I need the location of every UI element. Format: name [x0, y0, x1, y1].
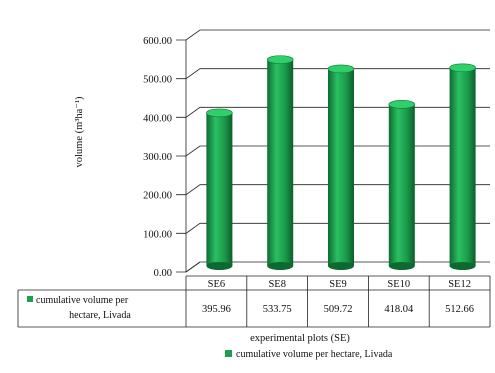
data-value-label: 512.66 — [445, 304, 474, 315]
y-tick-label: 600.00 — [143, 36, 172, 47]
bar-top — [388, 100, 416, 109]
bar — [449, 63, 476, 270]
bar-base — [388, 262, 415, 270]
bar — [327, 64, 355, 270]
table-series-label: hectare, Livada — [69, 310, 131, 321]
gridlines — [176, 29, 490, 273]
x-axis-label: experimental plots (SE) — [250, 333, 350, 344]
legend: cumulative volume per hectare, Livada — [225, 349, 393, 360]
data-value-label: 533.75 — [263, 304, 292, 315]
bar-body — [388, 104, 415, 266]
table-series-swatch — [27, 296, 33, 302]
bar — [266, 55, 294, 270]
bar-body — [328, 68, 354, 266]
data-value-label: 509.72 — [324, 304, 353, 315]
y-tick-label: 400.00 — [143, 113, 172, 124]
data-table: SE6 395.96 SE8 533.75 SE9 509.72 SE10 418.04 SE1… — [17, 275, 491, 328]
data-value-label: 395.96 — [202, 304, 231, 315]
bar-top — [206, 108, 233, 118]
y-tick-label: 0.00 — [154, 268, 172, 279]
category-label: SE9 — [329, 279, 347, 290]
legend-label: cumulative volume per hectare, Livada — [236, 349, 393, 360]
y-axis-ticks: 0.00 100.00 200.00 300.00 400.00 500.00 600.00 — [143, 36, 172, 279]
bar-base — [328, 262, 354, 270]
category-label: SE6 — [208, 279, 226, 290]
y-tick-label: 100.00 — [143, 229, 172, 240]
y-tick-label: 300.00 — [143, 152, 172, 163]
bar — [206, 108, 233, 270]
bar-top — [327, 64, 355, 74]
legend-swatch — [225, 350, 232, 357]
data-value-label: 418.04 — [384, 304, 414, 315]
category-label: SE8 — [268, 279, 286, 290]
table-series-label: cumulative volume per — [36, 295, 129, 306]
y-axis-label: volume (m³ha⁻¹) — [74, 96, 85, 168]
bars — [206, 55, 476, 270]
category-label: SE12 — [448, 279, 471, 290]
bar-body — [449, 67, 476, 266]
bar-base — [267, 262, 294, 270]
y-tick-label: 200.00 — [143, 191, 172, 202]
bar-top — [449, 63, 476, 73]
bar-body — [206, 112, 233, 266]
bar-body — [267, 59, 294, 266]
axis-floor-edge — [185, 261, 201, 273]
bar-top — [266, 55, 294, 64]
y-tick-label: 500.00 — [143, 75, 172, 86]
bar-base — [206, 262, 233, 270]
bar-base — [449, 262, 476, 270]
category-label: SE10 — [387, 279, 410, 290]
gridline — [176, 29, 490, 41]
bar — [388, 100, 416, 270]
